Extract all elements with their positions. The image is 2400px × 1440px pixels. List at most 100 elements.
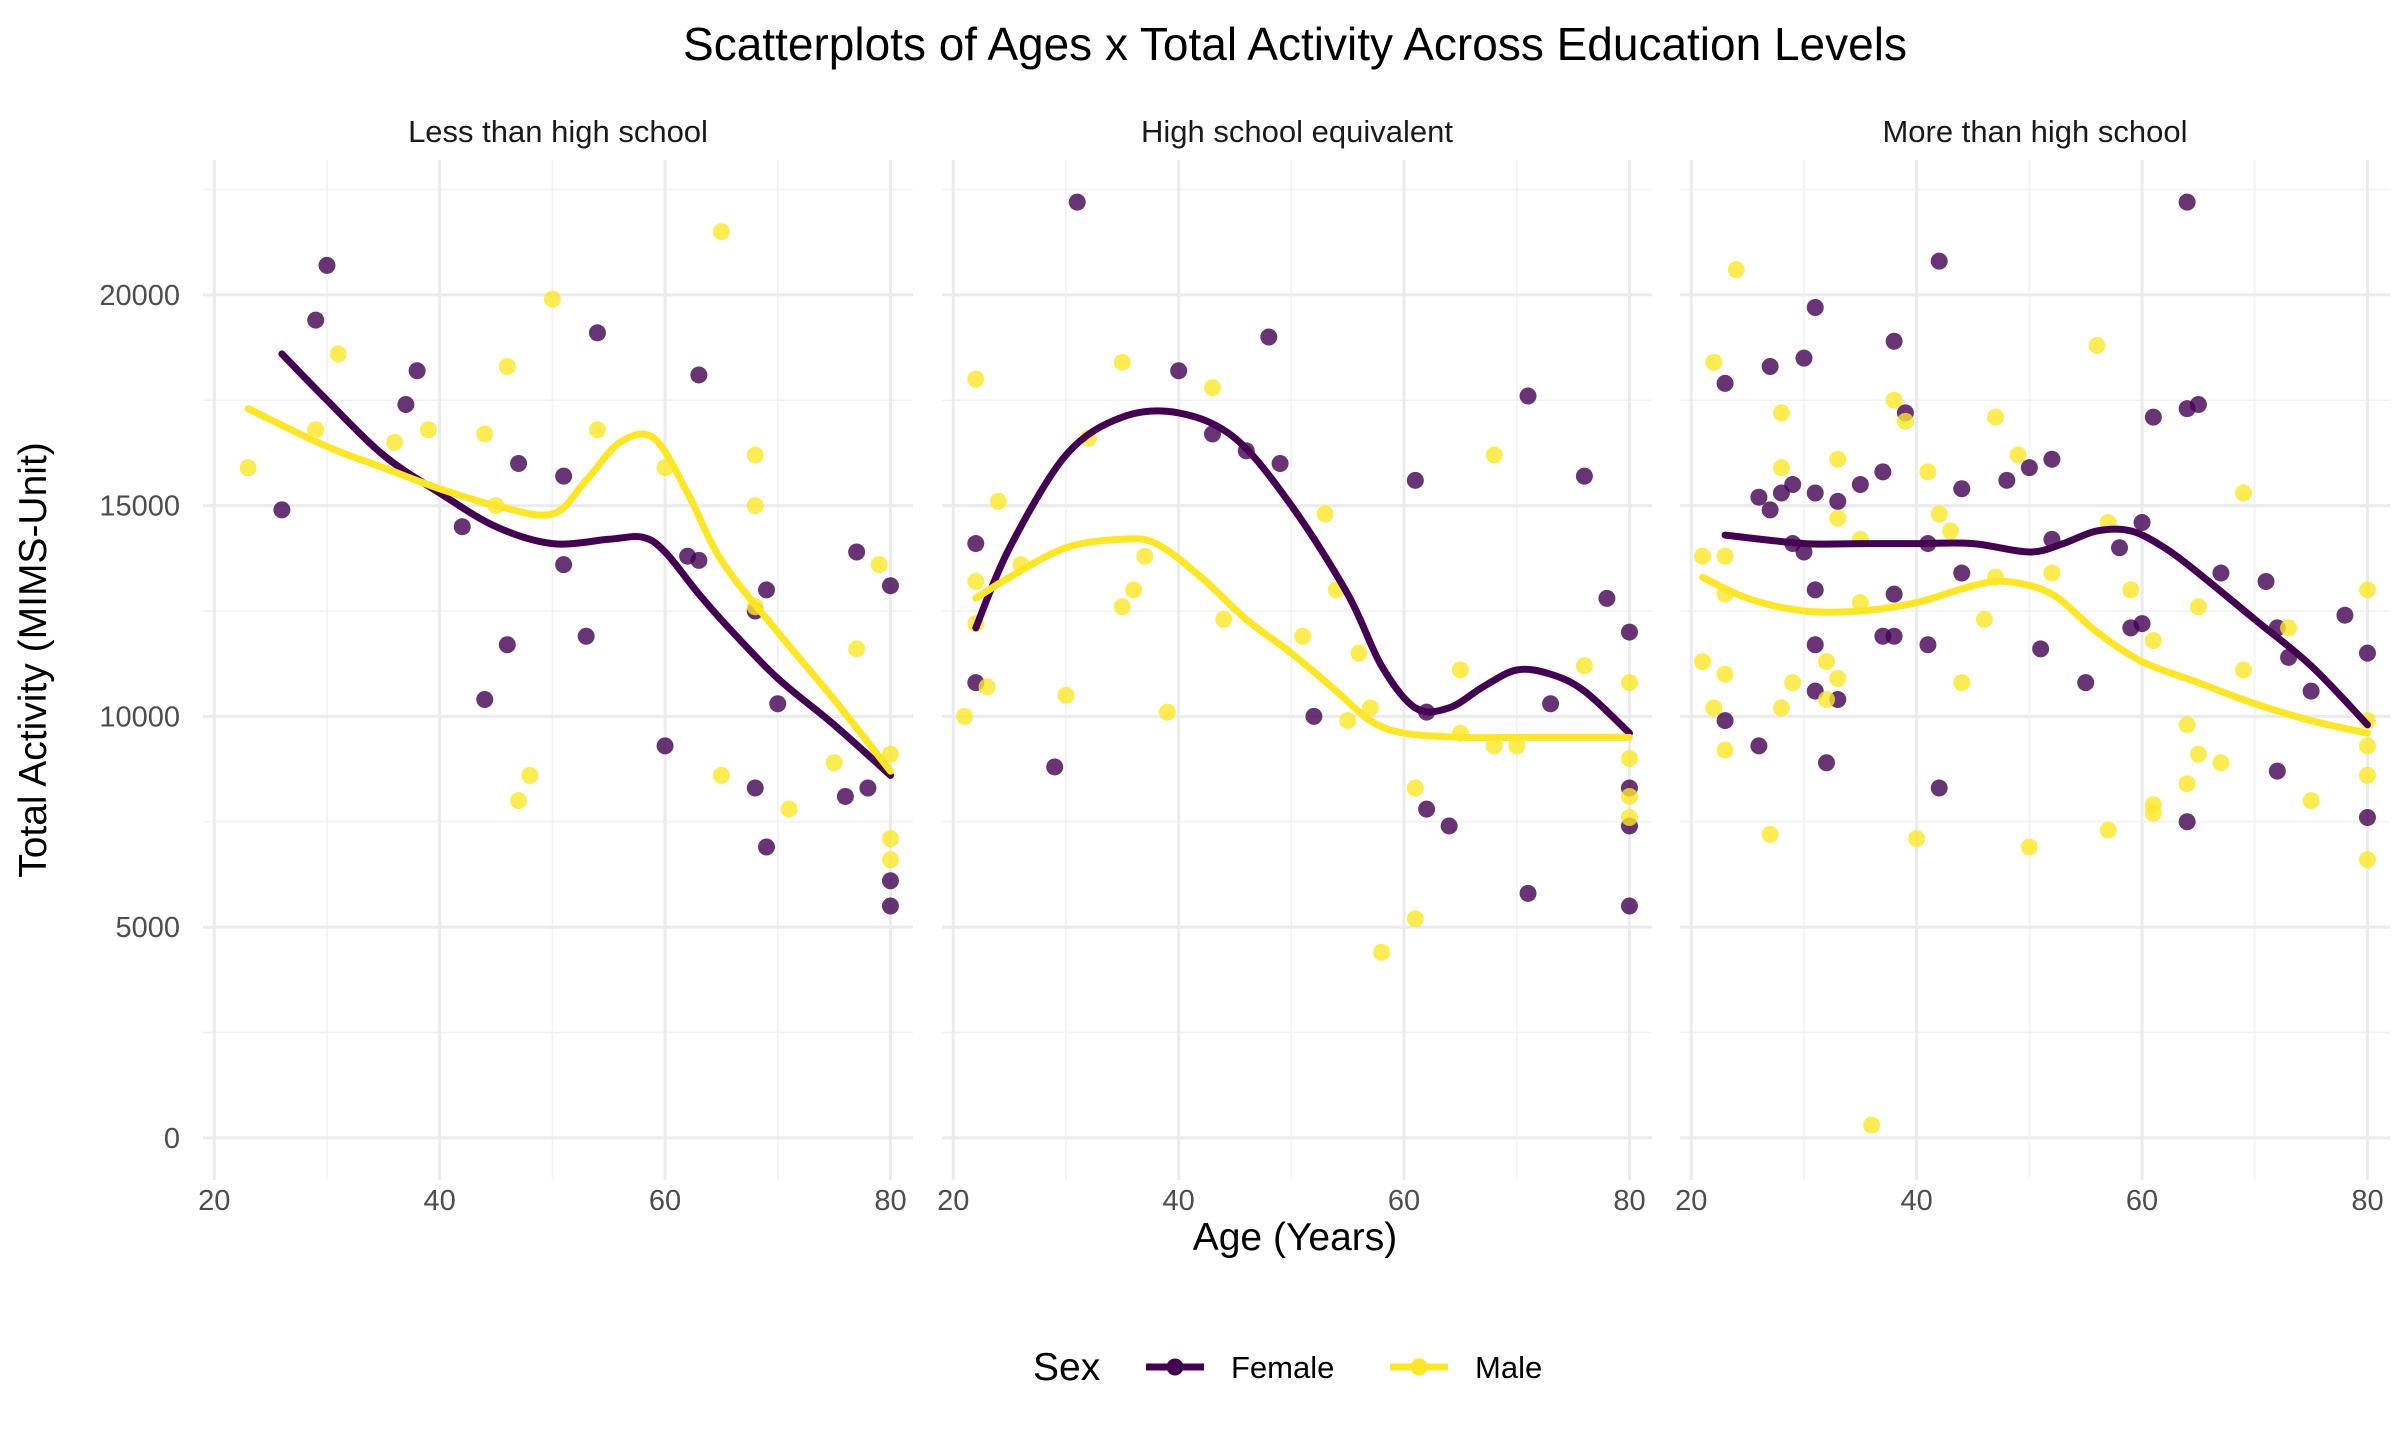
data-point xyxy=(2358,766,2376,784)
series-points-male xyxy=(956,353,1638,961)
data-point xyxy=(2077,674,2095,692)
data-point xyxy=(2280,619,2298,637)
x-tick-label: 60 xyxy=(2126,1185,2158,1217)
data-point xyxy=(2302,792,2320,810)
data-point xyxy=(329,345,347,363)
data-point xyxy=(1705,353,1723,371)
legend-entry-female: Female xyxy=(1146,1350,1334,1385)
legend-key-point xyxy=(1410,1358,1428,1376)
data-point xyxy=(780,800,798,818)
data-point xyxy=(2212,564,2230,582)
data-point xyxy=(1068,193,1086,211)
data-point xyxy=(1885,332,1903,350)
data-point xyxy=(2336,606,2354,624)
data-point xyxy=(1542,695,1560,713)
data-point xyxy=(1451,661,1469,679)
data-point xyxy=(1863,1116,1881,1134)
data-point xyxy=(1620,674,1638,692)
data-point xyxy=(1440,817,1458,835)
data-point xyxy=(881,577,899,595)
data-point xyxy=(1953,480,1971,498)
data-point xyxy=(1772,404,1790,422)
data-point xyxy=(1598,589,1616,607)
y-tick-label: 20000 xyxy=(99,280,180,312)
panel-1: Less than high school 20 40 60 80 0 5000 10000 1… xyxy=(99,114,913,1217)
smooth-line-female xyxy=(972,407,1633,737)
panel-strip-label: Less than high school xyxy=(408,114,708,149)
data-point xyxy=(2268,762,2286,780)
data-point xyxy=(1761,501,1779,519)
data-point xyxy=(1508,737,1526,755)
data-point xyxy=(1727,261,1745,279)
data-point xyxy=(1620,897,1638,915)
smooth-line-male xyxy=(1699,573,2371,737)
data-point xyxy=(2043,564,2061,582)
panels: Less than high school 20 40 60 80 0 5000 10000 1… xyxy=(99,114,2390,1217)
series-points-female xyxy=(1716,193,2376,831)
y-tick-label: 15000 xyxy=(99,491,180,523)
data-point xyxy=(1575,657,1593,675)
data-point xyxy=(1998,471,2016,489)
x-axis-title: Age (Years) xyxy=(1193,1216,1398,1259)
data-point xyxy=(2144,804,2162,822)
data-point xyxy=(2020,459,2038,477)
data-point xyxy=(1851,594,1869,612)
data-point xyxy=(1694,653,1712,671)
data-point xyxy=(1896,412,1914,430)
data-point xyxy=(1829,509,1847,527)
data-point xyxy=(239,459,257,477)
data-point xyxy=(1930,252,1948,270)
data-point xyxy=(2178,813,2196,831)
panel-2: High school equivalent 20 40 60 80 xyxy=(937,114,1652,1217)
data-point xyxy=(307,421,325,439)
data-point xyxy=(1975,610,1993,628)
data-point xyxy=(881,745,899,763)
data-point xyxy=(2144,408,2162,426)
data-point xyxy=(1620,623,1638,641)
data-point xyxy=(1575,467,1593,485)
data-point xyxy=(1750,737,1768,755)
smooth-line-female xyxy=(1721,525,2371,729)
data-point xyxy=(273,501,291,519)
data-point xyxy=(1361,699,1379,717)
data-point xyxy=(1784,476,1802,494)
data-point xyxy=(2020,838,2038,856)
data-point xyxy=(419,421,437,439)
data-point xyxy=(1795,543,1813,561)
data-point xyxy=(2178,193,2196,211)
data-point xyxy=(577,627,595,645)
data-point xyxy=(1795,349,1813,367)
data-point xyxy=(1851,476,1869,494)
data-point xyxy=(1818,754,1836,772)
data-point xyxy=(2212,754,2230,772)
data-point xyxy=(397,395,415,413)
data-point xyxy=(555,467,573,485)
data-point xyxy=(2189,395,2207,413)
data-point xyxy=(1113,598,1131,616)
data-point xyxy=(1818,691,1836,709)
data-point xyxy=(1136,547,1154,565)
data-point xyxy=(2178,716,2196,734)
data-point xyxy=(2189,745,2207,763)
data-point xyxy=(1716,374,1734,392)
data-point xyxy=(978,678,996,696)
data-point xyxy=(825,754,843,772)
data-point xyxy=(1620,809,1638,827)
data-point xyxy=(1716,741,1734,759)
data-point xyxy=(1874,463,1892,481)
data-point xyxy=(1125,581,1143,599)
x-tick-label: 20 xyxy=(198,1185,230,1217)
data-point xyxy=(1941,522,1959,540)
data-point xyxy=(1350,644,1368,662)
data-point xyxy=(1057,686,1075,704)
x-tick-label: 80 xyxy=(2351,1185,2383,1217)
legend-label: Female xyxy=(1231,1350,1334,1385)
data-point xyxy=(1620,787,1638,805)
data-point xyxy=(1215,610,1233,628)
data-point xyxy=(2122,581,2140,599)
data-point xyxy=(1260,328,1278,346)
data-point xyxy=(2234,484,2252,502)
data-point xyxy=(712,766,730,784)
data-point xyxy=(408,362,426,380)
